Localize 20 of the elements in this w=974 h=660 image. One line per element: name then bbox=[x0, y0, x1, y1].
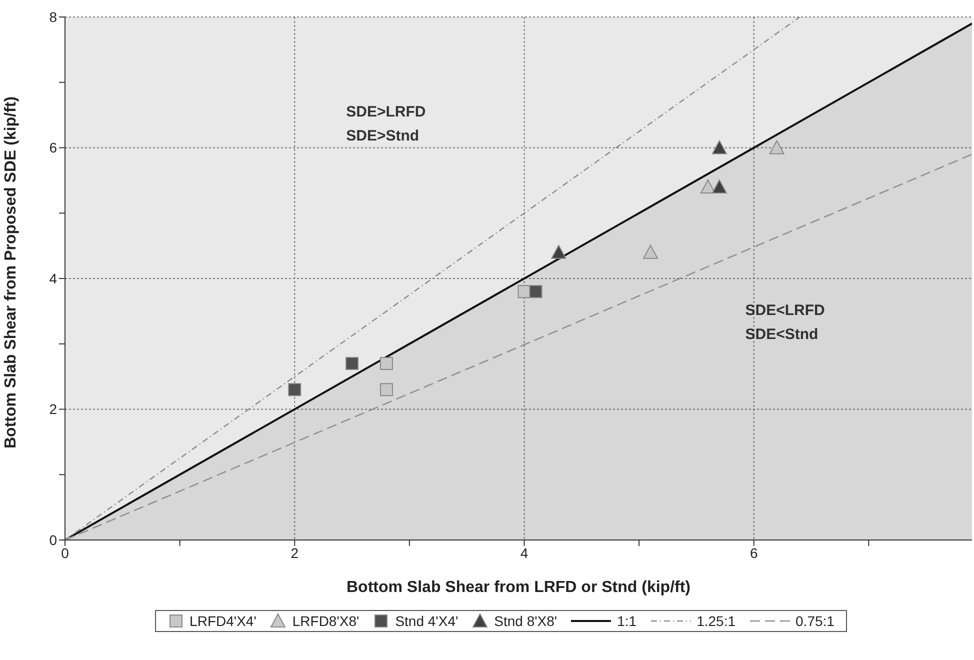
y-tick-label: 2 bbox=[49, 401, 58, 418]
legend-label: 1:1 bbox=[616, 613, 637, 629]
y-tick-label: 6 bbox=[49, 140, 58, 156]
annotation: SDE>LRFD SDE>Stnd bbox=[346, 103, 426, 144]
x-tick-label: 2 bbox=[290, 544, 299, 561]
legend-label: LRFD8'X8' bbox=[291, 613, 360, 629]
legend-label: 0.75:1 bbox=[794, 613, 834, 629]
x-tick-label: 0 bbox=[61, 544, 70, 561]
x-axis-title: Bottom Slab Shear from LRFD or Stnd (kip/ft) bbox=[346, 579, 690, 596]
y-tick-label: 0 bbox=[49, 532, 58, 548]
y-axis-title: Bottom Slab Shear from Proposed SDE (kip/ft) bbox=[2, 96, 20, 448]
y-tick-label: 4 bbox=[49, 270, 58, 286]
legend-label: 1.25:1 bbox=[696, 613, 736, 629]
legend-label: Stnd 8'X8' bbox=[493, 613, 558, 629]
x-tick-label: 6 bbox=[750, 544, 758, 561]
x-tick-label: 4 bbox=[520, 544, 528, 561]
legend-label: Stnd 4'X4' bbox=[394, 613, 458, 629]
y-tick-label: 8 bbox=[49, 8, 58, 25]
annotation: SDE<LRFD SDE<Stnd bbox=[745, 302, 826, 344]
legend-label: LRFD4'X4' bbox=[188, 613, 256, 629]
